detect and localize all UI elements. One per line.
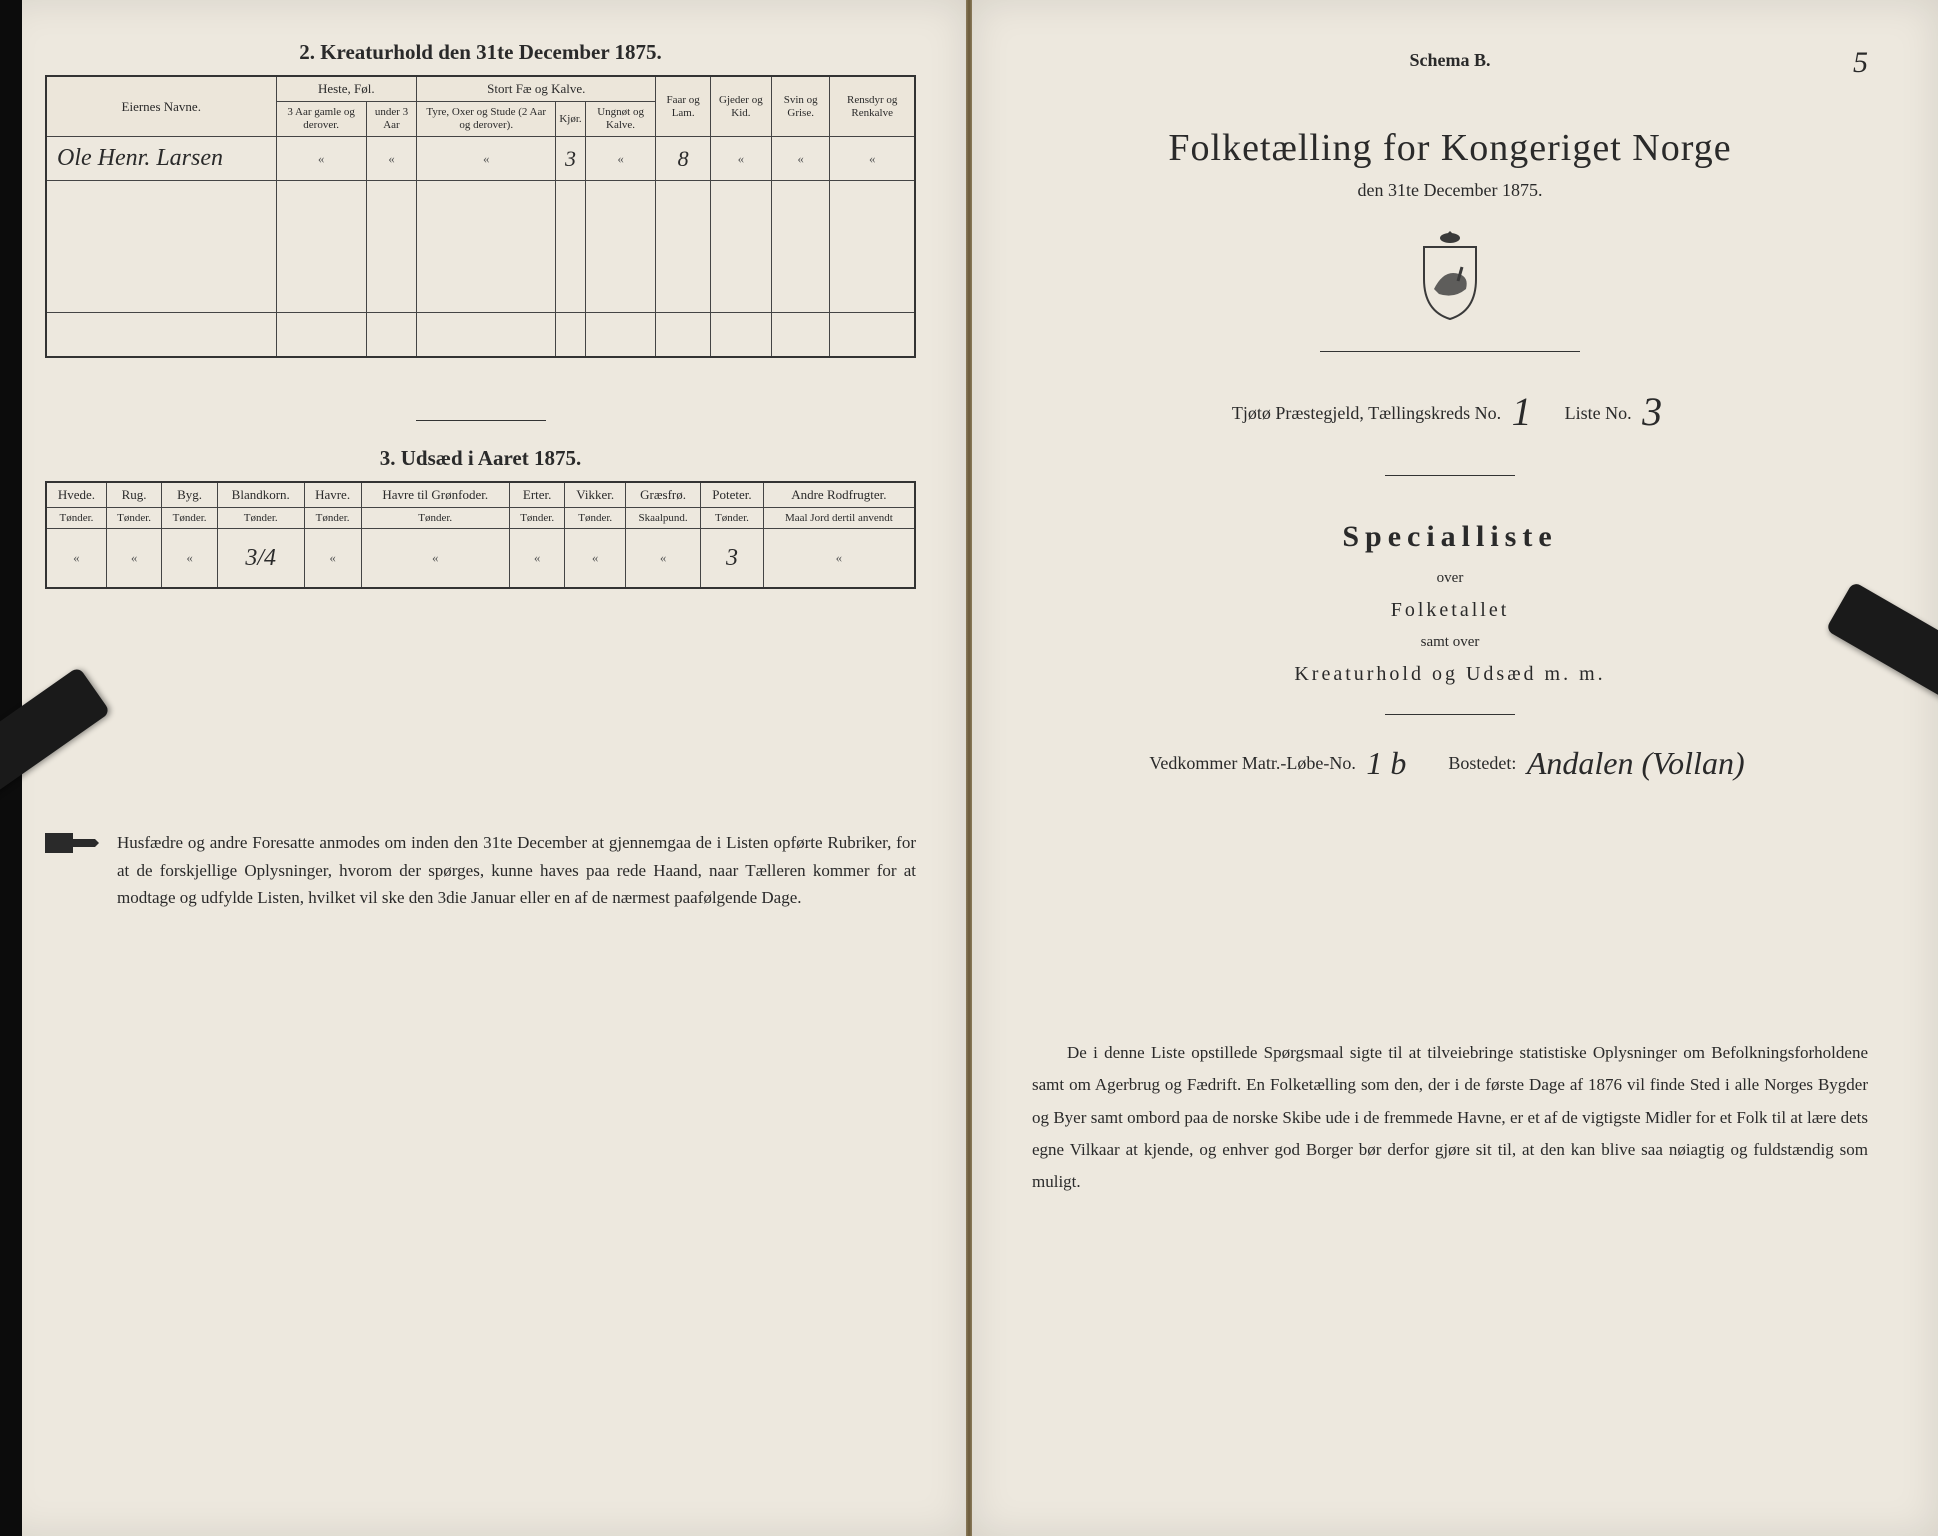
schema-label: Schema B. [1032, 50, 1868, 71]
col-vikker: Vikker. [565, 482, 626, 508]
table-row [46, 225, 915, 269]
right-page: 5 Schema B. Folketælling for Kongeriget … [969, 0, 1938, 1536]
col-faar: Faar og Lam. [656, 76, 710, 137]
cell-blandkorn: 3/4 [217, 528, 304, 588]
specialliste-title: Specialliste [1032, 520, 1868, 554]
cell [830, 137, 915, 181]
col-havre-gron: Havre til Grønfoder. [361, 482, 509, 508]
main-title: Folketælling for Kongeriget Norge [1032, 126, 1868, 170]
unit: Tønder. [361, 507, 509, 528]
right-footnote: De i denne Liste opstillede Spørgsmaal s… [1032, 1037, 1868, 1198]
kreaturhold-line: Kreaturhold og Udsæd m. m. [1032, 663, 1868, 686]
unit: Tønder. [509, 507, 564, 528]
cell [304, 528, 361, 588]
cell [361, 528, 509, 588]
unit: Tønder. [106, 507, 161, 528]
matr-bosted-line: Vedkommer Matr.-Løbe-No. 1 b Bostedet: A… [1032, 745, 1868, 782]
cell [276, 137, 366, 181]
col-gjeder: Gjeder og Kid. [710, 76, 771, 137]
cell [509, 528, 564, 588]
udsaed-table: Hvede. Rug. Byg. Blandkorn. Havre. Havre… [45, 481, 916, 590]
table-row: 3/4 3 [46, 528, 915, 588]
unit: Tønder. [162, 507, 217, 528]
matr-no: 1 b [1366, 745, 1406, 782]
cell [710, 137, 771, 181]
unit: Tønder. [304, 507, 361, 528]
col-cattle-ung: Ungnøt og Kalve. [585, 102, 656, 137]
col-graesfro: Græsfrø. [625, 482, 700, 508]
samt-over-label: samt over [1032, 634, 1868, 651]
col-rodfrugter: Andre Rodfrugter. [763, 482, 915, 508]
parish-line: Tjøtø Præstegjeld, Tællingskreds No. 1 L… [1160, 388, 1740, 435]
cell [417, 137, 556, 181]
folketallet-label: Folketallet [1032, 599, 1868, 622]
col-owner: Eiernes Navne. [46, 76, 276, 137]
table-row: Ole Henr. Larsen 3 8 [46, 137, 915, 181]
unit: Maal Jord dertil anvendt [763, 507, 915, 528]
col-group-cattle: Stort Fæ og Kalve. [417, 76, 656, 102]
unit: Tønder. [217, 507, 304, 528]
cell [763, 528, 915, 588]
col-horse-3plus: 3 Aar gamle og derover. [276, 102, 366, 137]
col-blandkorn: Blandkorn. [217, 482, 304, 508]
col-byg: Byg. [162, 482, 217, 508]
cell [565, 528, 626, 588]
col-hvede: Hvede. [46, 482, 106, 508]
col-cattle-tyre: Tyre, Oxer og Stude (2 Aar og derover). [417, 102, 556, 137]
kreaturhold-table: Eiernes Navne. Heste, Føl. Stort Fæ og K… [45, 75, 916, 358]
col-cattle-kjor: Kjør. [556, 102, 585, 137]
col-poteter: Poteter. [701, 482, 764, 508]
col-svin: Svin og Grise. [771, 76, 829, 137]
norway-crest-icon [1414, 229, 1486, 321]
cell [625, 528, 700, 588]
left-page: 2. Kreaturhold den 31te December 1875. E… [0, 0, 969, 1536]
cell [46, 528, 106, 588]
divider [1385, 475, 1515, 476]
col-havre: Havre. [304, 482, 361, 508]
kreds-no: 1 [1512, 388, 1532, 435]
sub-date: den 31te December 1875. [1032, 180, 1868, 201]
parish-label: Tjøtø Præstegjeld, Tællingskreds No. [1232, 403, 1501, 423]
col-rug: Rug. [106, 482, 161, 508]
bostedet-value: Andalen (Vollan) [1527, 745, 1745, 782]
footnote-block: Husfædre og andre Foresatte anmodes om i… [45, 829, 916, 911]
cell [771, 137, 829, 181]
col-erter: Erter. [509, 482, 564, 508]
liste-no: 3 [1642, 388, 1662, 435]
table-row [46, 269, 915, 313]
section2-title: 2. Kreaturhold den 31te December 1875. [45, 40, 916, 65]
cell-kjor: 3 [556, 137, 585, 181]
divider [1385, 714, 1515, 715]
page-number: 5 [1853, 46, 1868, 80]
table-row [46, 181, 915, 225]
book-spine [966, 0, 972, 1536]
unit: Tønder. [701, 507, 764, 528]
unit: Skaalpund. [625, 507, 700, 528]
pointing-hand-icon [45, 829, 99, 857]
col-horse-under3: under 3 Aar [366, 102, 416, 137]
matr-label: Vedkommer Matr.-Løbe-No. [1149, 753, 1355, 773]
col-rensdyr: Rensdyr og Renkalve [830, 76, 915, 137]
cell [162, 528, 217, 588]
divider [1320, 351, 1580, 352]
over-label: over [1032, 570, 1868, 587]
cell-faar: 8 [656, 137, 710, 181]
cell [106, 528, 161, 588]
cell [366, 137, 416, 181]
footnote-text: Husfædre og andre Foresatte anmodes om i… [117, 829, 916, 911]
book-spread: 2. Kreaturhold den 31te December 1875. E… [0, 0, 1938, 1536]
unit: Tønder. [46, 507, 106, 528]
liste-label: Liste No. [1565, 403, 1632, 423]
section3-title: 3. Udsæd i Aaret 1875. [45, 446, 916, 471]
cell-poteter: 3 [701, 528, 764, 588]
table-row [46, 313, 915, 357]
owner-name: Ole Henr. Larsen [46, 137, 276, 181]
col-group-horse: Heste, Føl. [276, 76, 417, 102]
cell [585, 137, 656, 181]
bostedet-label: Bostedet: [1448, 753, 1516, 773]
unit: Tønder. [565, 507, 626, 528]
section-divider [416, 420, 546, 421]
